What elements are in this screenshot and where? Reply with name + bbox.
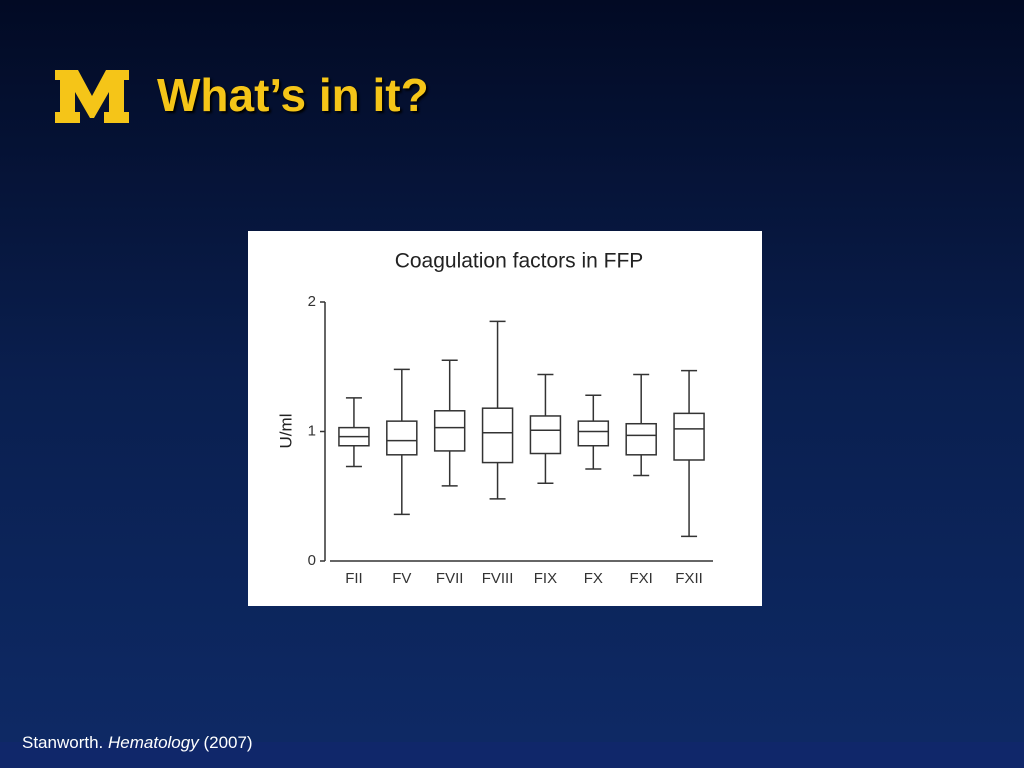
citation-journal: Hematology [108, 733, 200, 752]
citation-author: Stanworth. [22, 733, 103, 752]
footer-bar [0, 742, 1024, 768]
citation: Stanworth. Hematology (2007) [22, 733, 253, 752]
box [625, 422, 657, 456]
box [673, 412, 705, 461]
x-tick-label: FIX [534, 570, 557, 587]
box [529, 415, 562, 455]
y-tick-label: 2 [308, 293, 316, 310]
citation-year: (2007) [203, 733, 252, 752]
x-tick-label: FX [584, 570, 603, 587]
box [577, 420, 610, 447]
x-tick-label: FII [345, 570, 363, 587]
chart: Coagulation factors in FFP U/ml 0 1 2 FII FV… [248, 231, 762, 606]
logo [55, 70, 129, 123]
box [433, 410, 466, 452]
x-tick-label: FV [392, 570, 411, 587]
x-tick-label: FXI [630, 570, 653, 587]
y-tick-label: 0 [308, 552, 316, 569]
y-tick-label: 1 [308, 422, 316, 439]
x-tick-label: FVIII [482, 570, 514, 587]
chart-title: Coagulation factors in FFP [395, 250, 644, 273]
box [386, 420, 418, 456]
x-tick-label: FXII [675, 570, 703, 587]
slide-title: What’s in it? [157, 69, 429, 121]
x-tick-label: FVII [436, 570, 464, 587]
box [481, 407, 514, 464]
y-axis-label: U/ml [276, 414, 295, 449]
